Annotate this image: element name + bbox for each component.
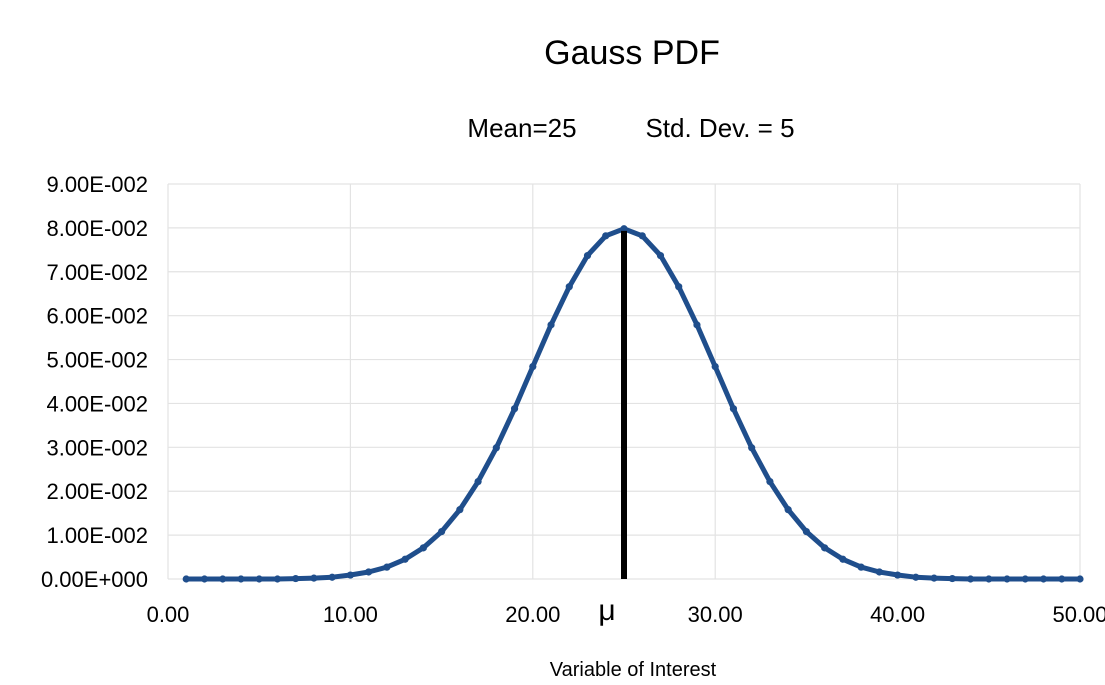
y-tick-label: 5.00E-002 [46,348,148,373]
data-point [602,232,610,240]
data-point [912,573,920,581]
x-tick-label: 20.00 [505,602,560,627]
data-point [583,251,592,260]
y-tick-label: 4.00E-002 [46,391,148,416]
data-point [1058,575,1066,583]
data-point [857,563,865,571]
y-axis-ticks: 0.00E+000 1.00E-002 2.00E-002 3.00E-002 4.00… [41,172,148,592]
data-point [456,506,464,514]
x-tick-label: 30.00 [688,602,743,627]
mean-marker-label: μ [598,594,615,627]
data-point [966,575,975,583]
data-point [620,225,628,233]
data-point [766,477,774,486]
y-tick-label: 1.00E-002 [46,523,148,548]
data-point [492,444,500,452]
data-point [438,528,446,536]
data-point [693,321,701,329]
x-tick-label: 50.00 [1052,602,1105,627]
data-point [310,574,318,582]
data-point [182,575,190,583]
data-point [510,405,519,413]
data-point [656,251,665,260]
data-point [292,574,300,583]
data-point [547,321,555,329]
data-point [273,575,282,583]
data-point [237,575,245,583]
subtitle-mean: Mean=25 [467,113,576,143]
data-point [875,568,883,576]
x-axis-ticks: 0.00 10.00 20.00 30.00 40.00 50.00 [147,602,1105,627]
x-axis-label: Variable of Interest [550,659,717,681]
data-point [1003,575,1011,583]
x-tick-label: 0.00 [147,602,190,627]
data-point [802,528,811,536]
y-tick-label: 3.00E-002 [46,435,148,460]
data-point [365,568,373,576]
y-tick-label: 2.00E-002 [46,479,148,504]
y-tick-label: 9.00E-002 [46,172,148,197]
data-point [1076,575,1084,583]
data-point [675,283,683,291]
data-point [711,362,719,371]
data-point [565,283,573,291]
subtitle-std-dev: Std. Dev. = 5 [645,113,794,143]
y-tick-label: 6.00E-002 [46,304,148,329]
data-point [784,506,792,514]
data-point [200,575,209,583]
data-point [729,405,738,413]
chart-title: Gauss PDF [544,34,720,72]
y-tick-label: 8.00E-002 [46,216,148,241]
data-point [219,575,227,583]
data-point [419,544,427,552]
x-tick-label: 10.00 [323,602,378,627]
y-tick-label: 7.00E-002 [46,260,148,285]
data-point [474,477,482,486]
data-point [1039,575,1048,583]
data-point [638,232,646,240]
data-point [1021,575,1029,583]
data-point [529,362,537,371]
data-point [328,573,336,581]
data-point [930,574,938,582]
data-point [839,555,847,563]
data-point [894,571,902,579]
data-point [948,574,956,583]
data-point [383,563,391,571]
data-point [985,575,993,583]
data-point [255,575,263,583]
y-tick-label: 0.00E+000 [41,567,148,592]
data-point [401,555,409,563]
data-point [346,571,354,579]
x-tick-label: 40.00 [870,602,925,627]
data-point [821,544,829,552]
data-series [182,225,1084,583]
data-point [748,444,756,452]
